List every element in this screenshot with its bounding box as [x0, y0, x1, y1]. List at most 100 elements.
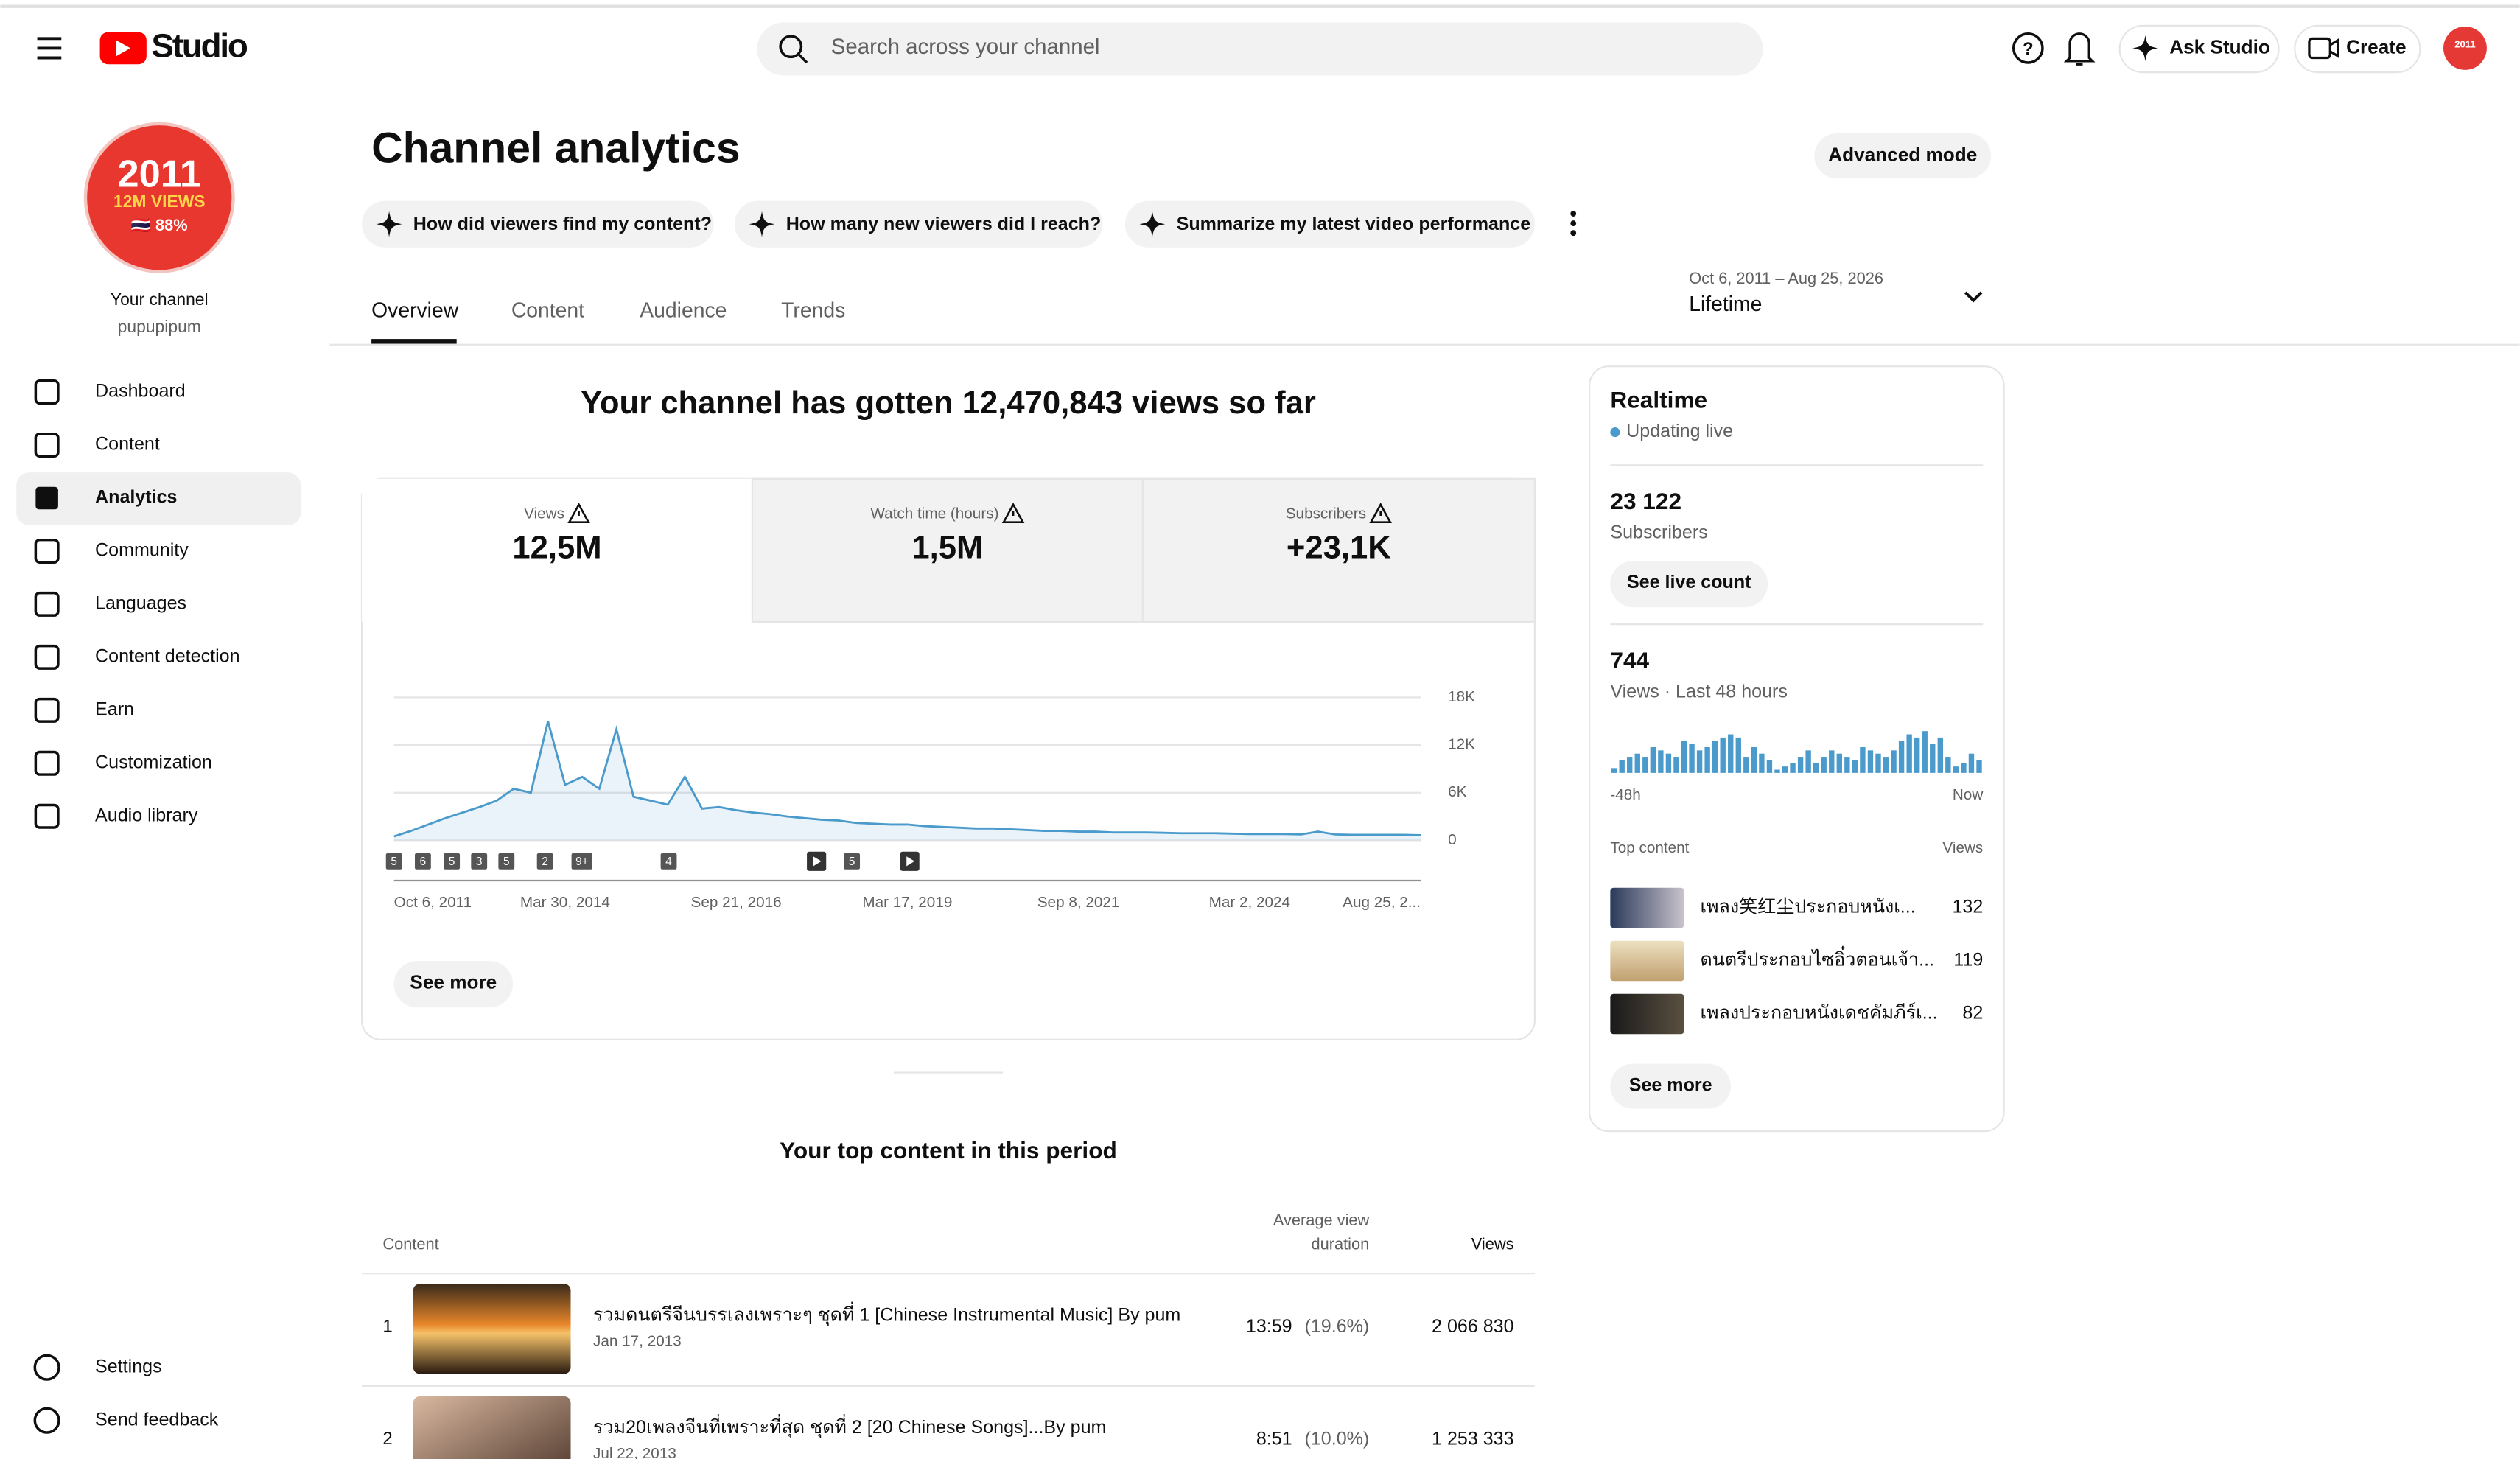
bar	[1805, 750, 1811, 773]
tab[interactable]: Content	[511, 299, 584, 323]
bar	[1898, 741, 1905, 773]
tab[interactable]: Overview	[371, 299, 459, 323]
nav: Dashboard Content Analytics Community Langua…	[33, 379, 240, 1434]
annotation-marker[interactable]	[471, 853, 488, 870]
prompt-chip[interactable]: How many new viewers did I reach?	[734, 200, 1103, 248]
create-label: Create	[2346, 35, 2406, 57]
col-content: Content	[382, 1235, 438, 1253]
see-live-count-label: See live count	[1627, 572, 1751, 592]
bar	[1891, 750, 1897, 773]
tab[interactable]: Audience	[640, 299, 727, 323]
views-chart: 0 6K 12K 18K Oct 6, 2011 Mar 30, 2014 Sep 21, …	[385, 688, 1475, 911]
views: 2 066 830	[1432, 1316, 1513, 1337]
see-live-count-button[interactable]: See live count	[1610, 561, 1768, 608]
nav-item[interactable]: Content	[34, 433, 160, 458]
nav-item[interactable]: Send feedback	[33, 1407, 219, 1434]
ask-studio-button[interactable]: Ask Studio	[2118, 24, 2280, 74]
nav-item[interactable]: Analytics	[35, 487, 177, 510]
annotation-marker[interactable]	[571, 853, 592, 870]
bar	[1665, 753, 1672, 773]
annotation-marker[interactable]	[385, 853, 402, 870]
bar	[1836, 753, 1842, 773]
video-title: ดนตรีประกอบไซอิ๋วตอนเจ้า...	[1700, 945, 1934, 970]
views: 119	[1953, 950, 1983, 970]
avatar-rating: 🇹🇭 88%	[131, 216, 188, 234]
top-content-rows: 1 รวมดนตรีจีนบรรเลงเพราะๆ ชุดที่ 1 [Chine…	[362, 1273, 1535, 1459]
search-placeholder: Search across your channel	[831, 35, 1100, 59]
realtime-row[interactable]: เพลงประกอบหนังเดชคัมภีร์เ... 82	[1610, 993, 1983, 1035]
annotation-marker[interactable]	[444, 853, 461, 870]
nav-icon	[34, 697, 60, 723]
thumbnail	[1610, 993, 1684, 1035]
nav-item[interactable]: Settings	[33, 1354, 162, 1381]
nav-item[interactable]: Audio library	[34, 803, 198, 829]
nav-item[interactable]: Content detection	[34, 644, 240, 670]
x-tick-label: Sep 8, 2021	[1037, 894, 1120, 911]
more-button[interactable]	[1570, 211, 1577, 237]
bar	[1735, 737, 1741, 773]
tab[interactable]: Trends	[781, 299, 845, 323]
ask-studio-label: Ask Studio	[2169, 35, 2270, 57]
nav-item[interactable]: Dashboard	[34, 379, 186, 405]
avatar-subtitle: 12M VIEWS	[113, 192, 206, 211]
metric-tab[interactable]: Watch time (hours) 1,5M	[751, 477, 1144, 623]
annotation-marker[interactable]	[660, 853, 677, 870]
help-button[interactable]: ?	[2012, 32, 2044, 64]
prompt-chip[interactable]: How did viewers find my content?	[362, 200, 714, 248]
views: 82	[1962, 1003, 1983, 1024]
metric-value: 12,5M	[512, 530, 601, 565]
x-tick-label: Oct 6, 2011	[394, 894, 472, 911]
metric-tab[interactable]: Subscribers +23,1K	[1141, 477, 1536, 623]
advanced-mode-label: Advanced mode	[1828, 143, 1977, 165]
account-avatar[interactable]: 2011	[2443, 26, 2487, 70]
logo-text: Studio	[151, 27, 248, 65]
see-more-button[interactable]: See more	[393, 961, 514, 1008]
search-box[interactable]: Search across your channel	[757, 22, 1763, 76]
annotation-marker[interactable]	[844, 853, 861, 870]
prompt-chip[interactable]: Summarize my latest video performance	[1124, 200, 1535, 248]
x-tick-label: Mar 17, 2019	[862, 894, 952, 911]
line	[393, 721, 1421, 838]
realtime-row[interactable]: เพลง笑红尘ประกอบหนังเ... 132	[1610, 887, 1983, 928]
nav-icon	[34, 803, 60, 829]
notifications-button[interactable]	[2063, 32, 2096, 66]
bar	[1968, 753, 1975, 773]
content-row[interactable]: 2 รวม20เพลงจีนที่เพราะที่สุด ชุดที่ 2 [20…	[362, 1385, 1535, 1459]
date-picker[interactable]: Oct 6, 2011 – Aug 25, 2026 Lifetime	[1689, 269, 1983, 316]
thumbnail	[1610, 940, 1684, 982]
nav-item[interactable]: Languages	[34, 591, 186, 617]
page-title: Channel analytics	[371, 125, 740, 172]
logo[interactable]: Studio	[99, 27, 249, 65]
metric-tab[interactable]: Views 12,5M	[362, 478, 752, 622]
annotation-marker[interactable]	[536, 853, 553, 870]
bar	[1829, 750, 1835, 773]
nav-item[interactable]: Community	[34, 538, 189, 564]
thumbnail	[1610, 887, 1684, 928]
bar	[1704, 746, 1710, 773]
bar	[1743, 757, 1749, 773]
nav-label: Dashboard	[95, 381, 186, 402]
see-more-label: See more	[410, 970, 497, 993]
nav-selected-bg	[16, 472, 301, 526]
menu-button[interactable]	[37, 37, 62, 60]
nav-item[interactable]: Earn	[34, 697, 134, 723]
realtime-row[interactable]: ดนตรีประกอบไซอิ๋วตอนเจ้า... 119	[1610, 940, 1983, 982]
create-button[interactable]: Create	[2294, 24, 2421, 74]
metric-bg	[362, 478, 752, 622]
annotation-label: 5	[391, 856, 396, 868]
annotation-marker[interactable]	[498, 853, 515, 870]
realtime-see-more-button[interactable]: See more	[1610, 1063, 1731, 1109]
bar	[1766, 760, 1773, 773]
nav-item[interactable]: Customization	[34, 750, 212, 776]
annotation-label: 2	[542, 856, 547, 868]
channel-avatar[interactable]: 2011 12M VIEWS 🇹🇭 88%	[83, 122, 235, 273]
advanced-mode-button[interactable]: Advanced mode	[1814, 133, 1992, 179]
y-tick-label: 18K	[1448, 688, 1475, 705]
annotation-marker[interactable]	[414, 853, 431, 870]
content-row[interactable]: 1 รวมดนตรีจีนบรรเลงเพราะๆ ชุดที่ 1 [Chine…	[362, 1273, 1535, 1374]
bar	[1961, 763, 1967, 773]
bar	[1922, 731, 1928, 773]
